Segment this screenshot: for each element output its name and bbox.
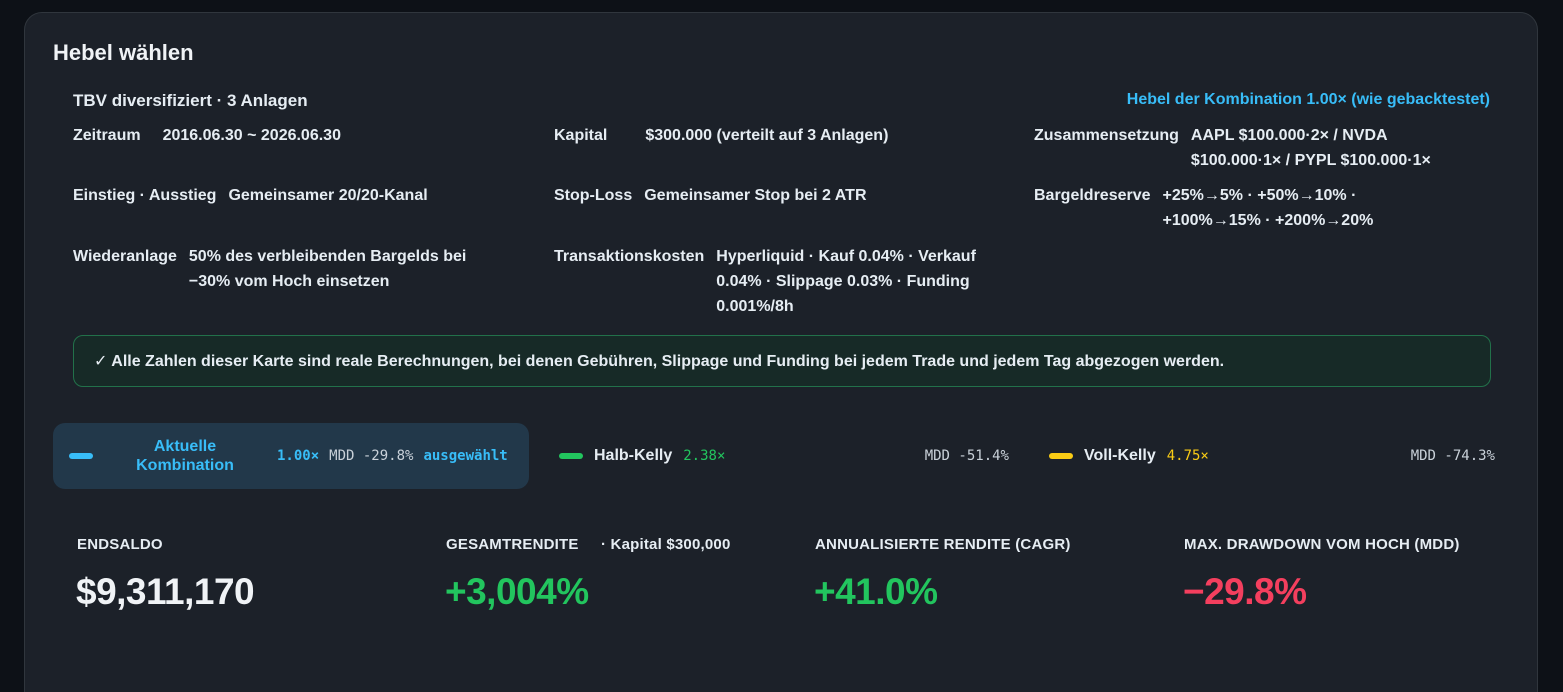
leverage-option-current[interactable]: Aktuelle Kombination 1.00× MDD -29.8% au… — [53, 423, 529, 489]
strategy-name: TBV diversifiziert · 3 Anlagen — [73, 91, 308, 110]
stat-value-endsaldo: $9,311,170 — [76, 571, 255, 612]
option-name: Voll-Kelly — [1084, 447, 1156, 464]
stat-label-sub: · Kapital $300,000 — [600, 536, 731, 553]
series-color-pill — [559, 453, 583, 459]
series-color-pill — [69, 453, 93, 459]
param-value: Hyperliquid · Kauf 0.04% · Verkauf 0.04%… — [716, 248, 976, 315]
option-mdd: MDD -51.4% — [924, 448, 1009, 464]
stat-label-gesamtrendite: GESAMTRENDITE · Kapital $300,000 — [446, 536, 731, 553]
param-zusammensetzung: Zusammensetzung AAPL $100.000·2× / NVDA … — [1034, 123, 1474, 173]
stat-value-cagr: +41.0% — [814, 571, 938, 612]
card-title: Hebel wählen — [53, 40, 194, 65]
series-color-pill — [1049, 453, 1073, 459]
param-value: 2016.06.30 ~ 2026.06.30 — [162, 127, 341, 144]
param-value: $300.000 (verteilt auf 3 Anlagen) — [645, 127, 889, 144]
param-label: Kapital — [554, 127, 608, 144]
param-label: Zeitraum — [73, 127, 141, 144]
stat-label-mdd: MAX. DRAWDOWN VOM HOCH (MDD) — [1184, 536, 1460, 553]
leverage-card: Hebel wählen TBV diversifiziert · 3 Anla… — [24, 12, 1538, 692]
param-bargeldreserve: Bargeldreserve +25%→5% · +50%→10% · +100… — [1034, 183, 1474, 233]
option-leverage: 2.38× — [683, 448, 726, 464]
param-value: +25%→5% · +50%→10% · +100%→15% · +200%→2… — [1162, 187, 1374, 229]
calculation-notice: ✓ Alle Zahlen dieser Karte sind reale Be… — [73, 335, 1491, 387]
param-value: Gemeinsamer 20/20-Kanal — [228, 187, 428, 204]
param-kapital: Kapital $300.000 (verteilt auf 3 Anlagen… — [554, 123, 994, 148]
option-name: Halb-Kelly — [594, 447, 673, 464]
leverage-option-full-kelly[interactable]: Voll-Kelly 4.75× MDD -74.3% — [1049, 423, 1495, 489]
param-label: Einstieg · Ausstieg — [73, 187, 217, 204]
option-leverage: 1.00× — [277, 448, 320, 464]
stat-label-text: GESAMTRENDITE — [446, 536, 579, 553]
param-label: Transaktionskosten — [554, 248, 705, 265]
param-kosten: Transaktionskosten Hyperliquid · Kauf 0.… — [554, 244, 1024, 319]
param-einstieg: Einstieg · Ausstieg Gemeinsamer 20/20-Ka… — [73, 183, 513, 208]
param-value: 50% des verbleibenden Bargelds bei −30% … — [188, 248, 467, 290]
param-wiederanlage: Wiederanlage 50% des verbleibenden Barge… — [73, 244, 513, 294]
combo-leverage-note: Hebel der Kombination 1.00× (wie gebackt… — [1126, 91, 1490, 108]
option-mdd: MDD -29.8% — [329, 448, 414, 464]
param-value: AAPL $100.000·2× / NVDA $100.000·1× / PY… — [1190, 127, 1431, 169]
leverage-option-half-kelly[interactable]: Halb-Kelly 2.38× MDD -51.4% — [559, 423, 1009, 489]
option-leverage: 4.75× — [1166, 448, 1209, 464]
option-name: Aktuelle Kombination — [136, 438, 234, 474]
param-label: Stop-Loss — [554, 187, 633, 204]
param-label: Zusammensetzung — [1034, 127, 1179, 144]
param-label: Wiederanlage — [73, 248, 177, 265]
param-zeitraum: Zeitraum 2016.06.30 ~ 2026.06.30 — [73, 123, 513, 148]
option-mdd: MDD -74.3% — [1410, 448, 1495, 464]
param-value: Gemeinsamer Stop bei 2 ATR — [644, 187, 867, 204]
selected-badge: ausgewählt — [423, 448, 508, 464]
param-label: Bargeldreserve — [1034, 187, 1151, 204]
stat-label-cagr: ANNUALISIERTE RENDITE (CAGR) — [815, 536, 1071, 553]
stat-value-mdd: −29.8% — [1183, 571, 1307, 612]
stat-value-gesamtrendite: +3,004% — [445, 571, 589, 612]
stat-label-endsaldo: ENDSALDO — [77, 536, 163, 553]
param-stoploss: Stop-Loss Gemeinsamer Stop bei 2 ATR — [554, 183, 994, 208]
